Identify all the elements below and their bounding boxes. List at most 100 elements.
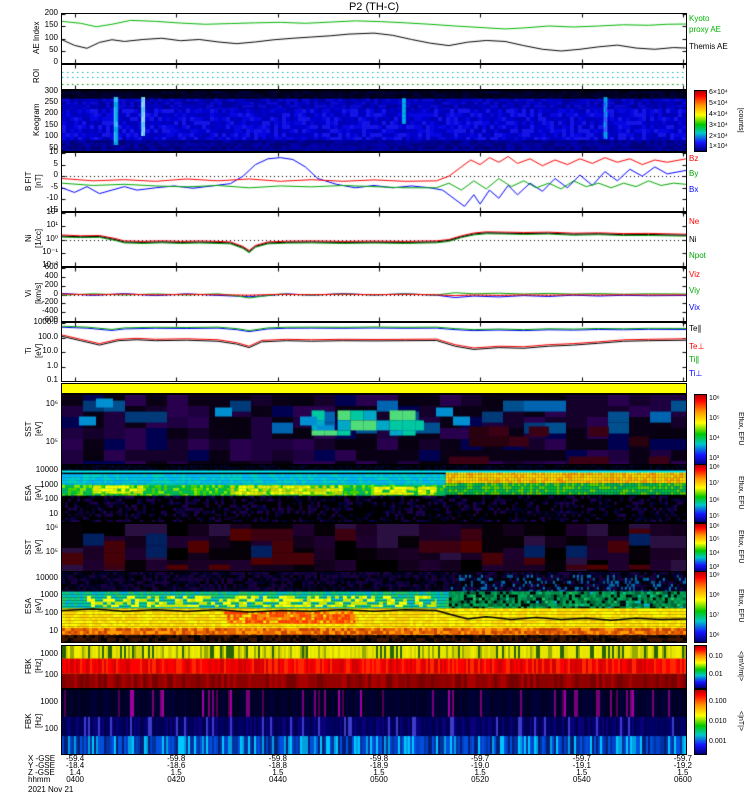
y-tick-label: 0: [53, 57, 58, 66]
colorbar-tick-label: 10⁵: [709, 536, 720, 544]
series-label: Ne: [689, 217, 700, 227]
panel-bfit: [61, 152, 687, 212]
vi-canvas: [62, 268, 686, 321]
footer-value: -19.0: [470, 761, 490, 770]
colorbar-tick-label: 10⁴: [709, 435, 720, 443]
series-label: Vix: [689, 303, 700, 313]
panel-esai: [61, 464, 687, 523]
panel-keo: [61, 90, 687, 152]
colorbar-fbkb: [694, 689, 707, 755]
y-tick-label: 150: [44, 20, 58, 30]
y-tick-label: 0.1: [46, 375, 58, 384]
footer-value: -19.2: [673, 761, 692, 770]
y-tick-label: 1000.0: [33, 317, 58, 326]
colorbar-tick-label: 10⁶: [709, 395, 720, 403]
colorbar-esae: [694, 571, 707, 643]
footer-value: -59.8: [268, 754, 288, 763]
colorbar-tick-label: 10⁶: [709, 496, 720, 504]
esai-canvas: [62, 465, 686, 522]
colorbar-tick-label: 10³: [709, 455, 720, 463]
colorbar-tick-label: 10⁶: [709, 632, 720, 640]
y-tick-label: 200: [44, 8, 58, 17]
y-tick-label: 10000: [35, 464, 58, 474]
y-tick-label: 10: [49, 509, 58, 519]
panel-ae: [61, 13, 687, 64]
footer-value: -18.6: [167, 761, 186, 770]
y-tick-label: 10⁻²: [42, 260, 58, 269]
colorbar-keo: [694, 90, 707, 152]
panel-left-label: ROI: [32, 68, 41, 84]
fbke-canvas: [62, 646, 686, 688]
y-tick-label: 200: [44, 279, 58, 289]
panel-fbkb: [61, 689, 687, 755]
y-tick-label: -10: [46, 193, 58, 203]
y-tick-label: 10⁰: [45, 233, 58, 243]
y-tick-label: 1000: [40, 696, 58, 706]
time-tick-label: 0400: [66, 775, 84, 784]
colorbar-tick-label: 0.001: [709, 738, 727, 746]
footer-row-label: Z -GSE: [28, 768, 55, 777]
footer-value: -59.7: [673, 754, 692, 763]
y-tick-label: 10: [49, 147, 58, 156]
y-tick-label: 100: [44, 32, 58, 42]
y-tick-label: 100: [44, 670, 58, 680]
footer-value: -18.9: [369, 761, 389, 770]
colorbar-fbke: [694, 645, 707, 689]
y-tick-label: -15: [46, 205, 58, 214]
footer-value: -59.7: [572, 754, 591, 763]
colorbar-tick-label: 5×10⁴: [709, 100, 728, 108]
time-tick-label: 0440: [268, 775, 287, 784]
time-tick-label: 0600: [673, 775, 692, 784]
time-tick-label: 0420: [167, 775, 186, 784]
footer-row-label: Y -GSE: [28, 761, 55, 770]
series-label: Bx: [689, 185, 699, 195]
ssti-canvas: [62, 395, 686, 465]
colorbar-tick-label: 0.010: [709, 718, 727, 725]
y-tick-label: -200: [41, 297, 58, 307]
colorbar-tick-label: 10⁷: [709, 612, 720, 620]
footer-value: -59.8: [167, 754, 186, 763]
series-label: By: [689, 168, 699, 178]
ybar-canvas: [62, 384, 686, 393]
colorbar-tick-label: 0.100: [709, 697, 727, 705]
panel-ni: [61, 212, 687, 267]
time-tick-label: 0540: [572, 775, 591, 784]
colorbar-tick-label: 2×10⁴: [709, 132, 728, 140]
y-tick-label: 1000: [40, 589, 58, 599]
panel-esae: [61, 571, 687, 643]
panel-roi: [61, 64, 687, 90]
colorbar-unit-label: Eflux, EFU: [737, 530, 744, 564]
colorbar-tick-label: 10⁵: [709, 414, 720, 422]
panel-vi: [61, 267, 687, 322]
footer-row-label: X -GSE: [28, 754, 56, 763]
colorbar-unit-label: <|nT|>: [737, 711, 744, 731]
colorbar-tick-label: 10⁶: [709, 522, 720, 530]
esae-canvas: [62, 572, 686, 642]
series-label: Ti⊥: [689, 368, 703, 378]
series-label: Npot: [689, 251, 706, 261]
footer-value: -59.4: [65, 754, 85, 763]
colorbar-tick-label: 10⁸: [709, 464, 720, 472]
footer-value: 1.5: [272, 768, 284, 777]
fbkb-canvas: [62, 690, 686, 754]
footer-value: 1.5: [373, 768, 385, 777]
ti-canvas: [62, 323, 686, 381]
colorbar-unit-label: Eflux, EFU: [737, 475, 744, 510]
y-tick-label: 100.0: [37, 331, 58, 341]
y-tick-label: 0: [53, 170, 58, 180]
panel-ti: [61, 322, 687, 382]
colorbar-tick-label: 10⁴: [709, 550, 720, 558]
series-label: Kyoto: [689, 13, 710, 23]
footer-value: -18.8: [268, 761, 288, 770]
colorbar-tick-label: 6×10⁴: [709, 89, 728, 97]
colorbar-tick-label: 10⁷: [709, 480, 720, 488]
y-tick-label: 250: [44, 97, 58, 106]
footer-value: -59.7: [470, 754, 490, 763]
y-tick-label: 10⁵: [45, 436, 58, 446]
colorbar-tick-label: 0.10: [709, 652, 723, 660]
y-tick-label: 10¹: [46, 220, 58, 230]
panel-ssti: [61, 394, 687, 466]
time-tick-label: 0500: [370, 775, 388, 784]
footer-value: 1.5: [576, 768, 588, 777]
y-tick-label: 100: [44, 131, 58, 141]
